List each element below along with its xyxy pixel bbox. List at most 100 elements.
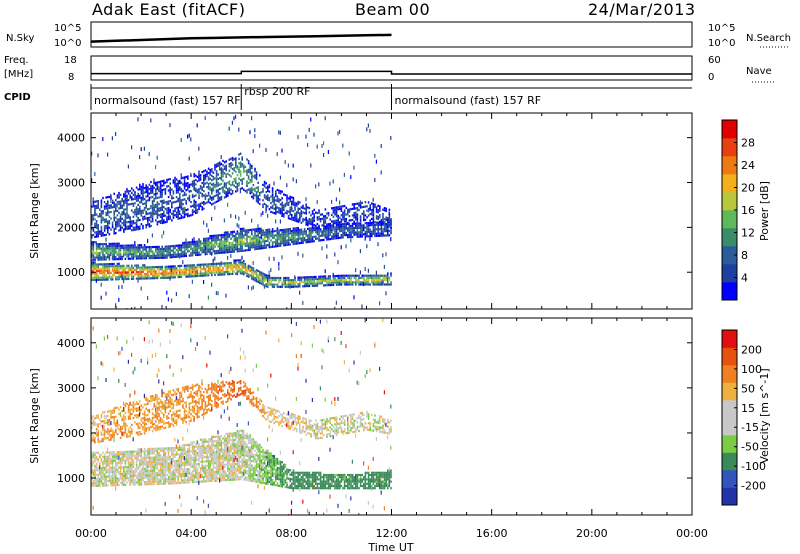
echo-cell xyxy=(132,481,135,484)
echo-cell xyxy=(292,242,295,246)
echo-cell xyxy=(254,174,256,177)
echo-cell xyxy=(131,412,133,415)
echo-cell xyxy=(340,225,343,228)
echo-cell xyxy=(115,484,117,487)
echo-cell xyxy=(260,280,263,283)
echo-cell xyxy=(323,232,325,235)
echo-cell xyxy=(207,237,210,240)
echo-cell xyxy=(206,170,208,173)
echo-cell xyxy=(103,430,106,434)
echo-cell xyxy=(185,243,187,246)
echo-cell xyxy=(331,283,333,287)
echo-cell xyxy=(150,187,152,190)
echo-cell xyxy=(107,211,109,214)
echo-cell xyxy=(353,205,355,208)
echo-cell xyxy=(108,479,111,483)
echo-cell xyxy=(145,465,147,468)
echo-cell xyxy=(294,231,296,234)
echo-cell xyxy=(92,451,95,454)
echo-cell xyxy=(238,247,240,251)
echo-cell xyxy=(179,199,181,202)
scatter-cell xyxy=(153,209,155,214)
echo-cell xyxy=(329,275,331,278)
echo-cell xyxy=(193,272,195,276)
echo-cell xyxy=(95,416,98,420)
echo-cell xyxy=(107,249,109,252)
echo-cell xyxy=(147,472,149,475)
echo-cell xyxy=(233,270,235,273)
scatter-cell xyxy=(327,150,329,154)
echo-cell xyxy=(195,247,197,250)
echo-cell xyxy=(132,410,135,413)
echo-cell xyxy=(124,192,127,196)
echo-cell xyxy=(257,230,259,233)
echo-cell xyxy=(105,466,107,469)
echo-cell xyxy=(271,279,274,282)
echo-cell xyxy=(355,281,357,284)
echo-cell xyxy=(212,176,215,179)
echo-cell xyxy=(219,240,221,243)
scatter-cell xyxy=(124,382,126,387)
echo-cell xyxy=(211,203,213,206)
echo-cell xyxy=(206,272,208,275)
echo-cell xyxy=(251,270,253,274)
echo-cell xyxy=(167,189,170,192)
echo-cell xyxy=(163,247,165,250)
echo-cell xyxy=(201,201,203,204)
echo-cell xyxy=(236,268,239,271)
echo-cell xyxy=(151,195,154,199)
echo-cell xyxy=(284,235,287,238)
echo-cell xyxy=(316,216,319,219)
echo-cell xyxy=(315,237,317,240)
echo-cell xyxy=(140,244,143,247)
echo-cell xyxy=(132,408,135,411)
scatter-cell xyxy=(132,370,134,375)
echo-cell xyxy=(139,463,141,466)
echo-cell xyxy=(158,209,160,212)
echo-cell xyxy=(335,219,338,222)
echo-cell xyxy=(262,272,264,275)
echo-cell xyxy=(259,245,261,248)
scatter-cell xyxy=(337,260,339,265)
echo-cell xyxy=(295,217,298,220)
echo-cell xyxy=(159,195,162,199)
echo-cell xyxy=(212,239,215,242)
echo-cell xyxy=(323,238,325,241)
echo-cell xyxy=(153,266,155,269)
echo-cell xyxy=(193,240,195,244)
echo-cell xyxy=(95,458,98,461)
echo-cell xyxy=(102,265,104,268)
echo-cell xyxy=(163,254,165,257)
echo-cell xyxy=(159,276,162,280)
echo-cell xyxy=(97,451,99,454)
echo-cell xyxy=(303,218,306,221)
echo-cell xyxy=(209,243,211,246)
echo-cell xyxy=(388,276,391,279)
echo-cell xyxy=(131,273,133,276)
echo-cell xyxy=(156,274,159,277)
echo-cell xyxy=(198,253,200,256)
echo-cell xyxy=(108,233,111,236)
echo-cell xyxy=(206,239,208,242)
echo-cell xyxy=(225,195,227,198)
echo-cell xyxy=(249,163,251,166)
echo-cell xyxy=(166,178,168,181)
echo-cell xyxy=(315,231,317,234)
echo-cell xyxy=(121,197,123,201)
echo-cell xyxy=(243,266,245,269)
echo-cell xyxy=(131,470,133,473)
echo-cell xyxy=(273,212,275,215)
echo-cell xyxy=(132,226,135,229)
noise-panel: N.Sky 10^5 10^0 N.Search 10^5 10^0 xyxy=(6,21,791,49)
scatter-cell xyxy=(140,448,142,453)
echo-cell xyxy=(223,244,226,247)
echo-cell xyxy=(212,237,215,240)
echo-cell xyxy=(364,226,367,229)
echo-cell xyxy=(235,261,237,264)
echo-cell xyxy=(196,274,199,278)
echo-cell xyxy=(355,279,357,282)
echo-cell xyxy=(127,415,130,418)
echo-cell xyxy=(151,419,154,422)
echo-cell xyxy=(238,236,240,240)
echo-cell xyxy=(151,394,154,398)
